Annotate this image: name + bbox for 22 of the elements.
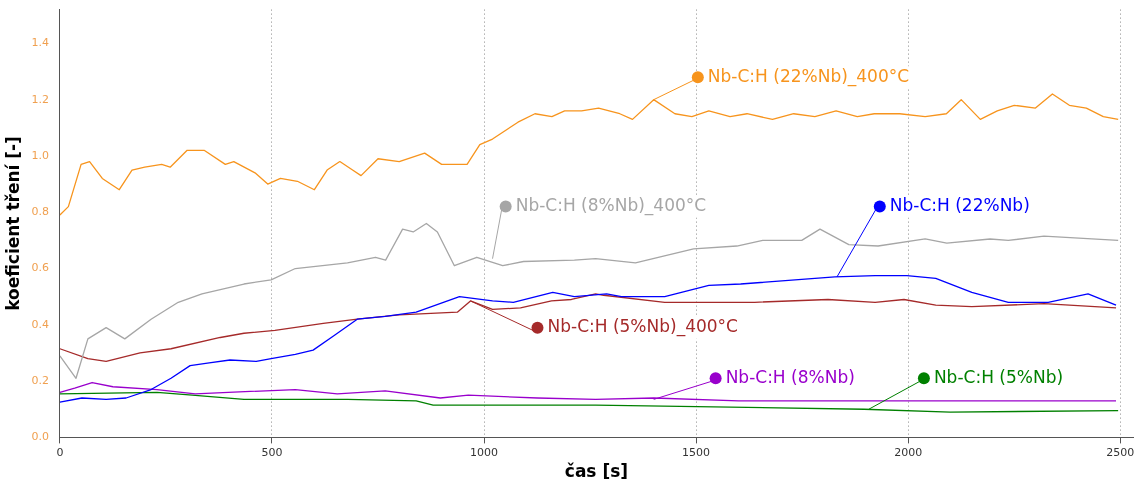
legend-label: Nb-C:H (5%Nb)_400°C xyxy=(547,316,738,338)
legend-label: Nb-C:H (22%Nb) xyxy=(889,195,1030,216)
x-tick-label: 2000 xyxy=(894,445,923,459)
legend-label: Nb-C:H (8%Nb)_400°C xyxy=(515,195,707,217)
y-tick-label: 1.0 xyxy=(31,148,49,162)
x-tick-label: 2500 xyxy=(1106,445,1135,459)
y-tick-label: 0.4 xyxy=(31,317,49,331)
y-tick-label: 0.2 xyxy=(31,373,49,387)
x-axis-title: čas [s] xyxy=(564,461,629,482)
y-tick-label: 0.8 xyxy=(31,205,49,219)
x-tick-label: 1500 xyxy=(682,445,711,459)
legend-label: Nb-C:H (8%Nb) xyxy=(725,366,855,387)
x-tick-label: 0 xyxy=(56,445,64,459)
y-tick-label: 0.6 xyxy=(31,261,49,275)
x-tick-label: 500 xyxy=(261,445,283,459)
legend-label: Nb-C:H (22%Nb)_400°C xyxy=(707,65,910,87)
y-tick-label: 0.0 xyxy=(31,430,49,444)
legend-label: Nb-C:H (5%Nb) xyxy=(933,366,1064,387)
y-axis-title: koeficient tření [-] xyxy=(2,136,23,311)
x-tick-label: 1000 xyxy=(470,445,499,459)
y-tick-label: 1.2 xyxy=(31,92,49,106)
y-tick-label: 1.4 xyxy=(31,36,49,50)
